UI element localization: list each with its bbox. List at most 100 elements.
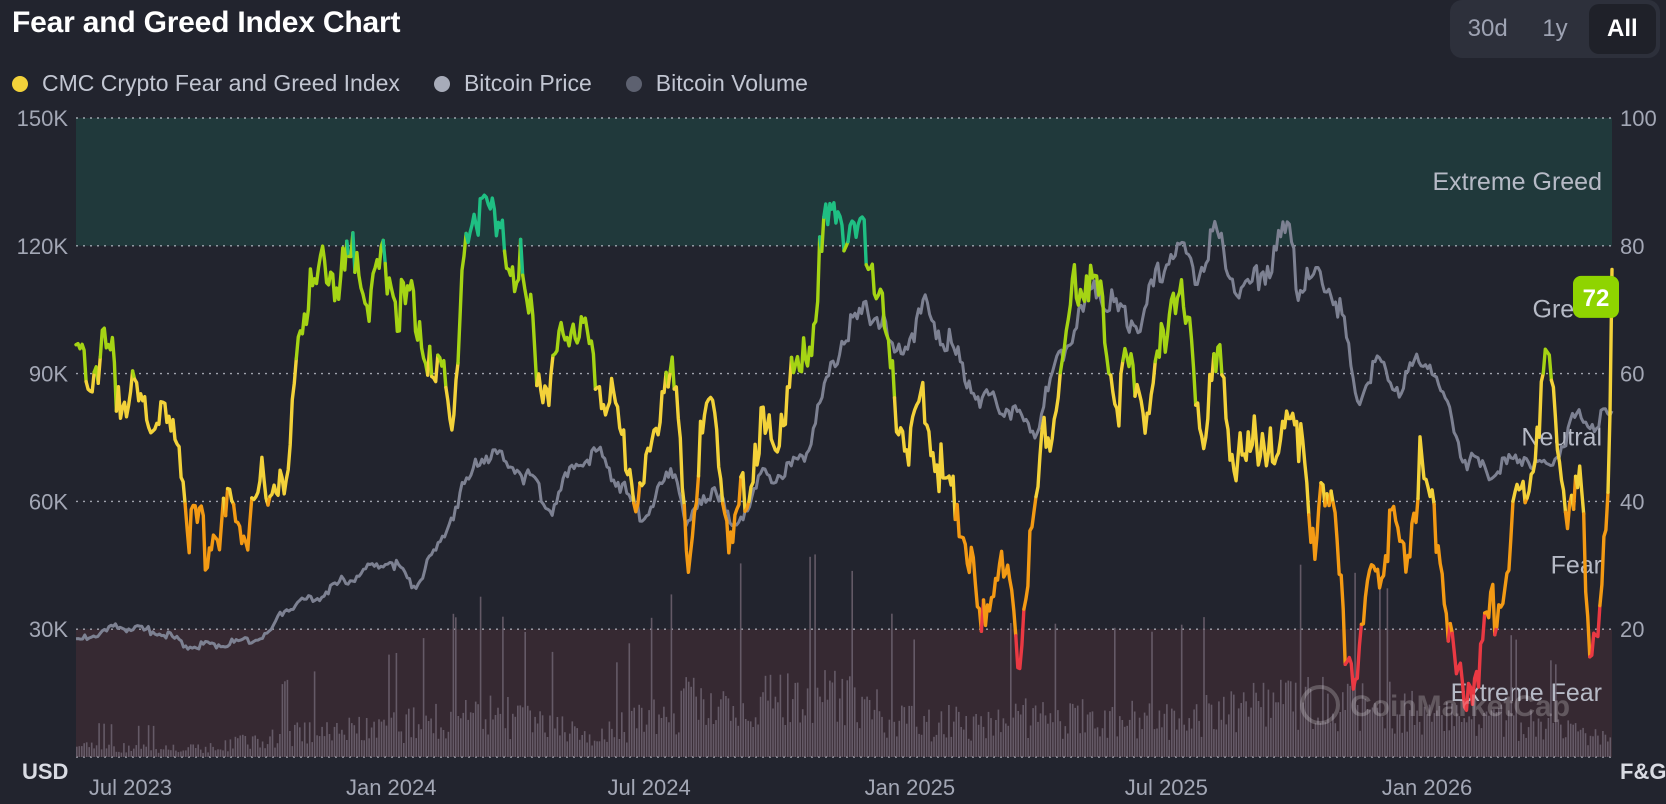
volume-bar	[157, 752, 160, 757]
volume-bar	[1136, 738, 1138, 757]
volume-bar	[687, 681, 690, 757]
left-axis-unit: USD	[22, 759, 68, 784]
volume-bar	[1478, 724, 1480, 757]
volume-bar	[1480, 728, 1483, 757]
volume-bar	[819, 696, 821, 757]
volume-bar	[353, 725, 356, 757]
volume-bar	[569, 733, 571, 757]
volume-bar	[358, 716, 360, 757]
volume-bar	[155, 749, 157, 757]
volume-bar	[1081, 699, 1084, 757]
volume-bar	[1545, 728, 1547, 757]
volume-bar	[1294, 682, 1297, 757]
volume-bar	[1495, 712, 1498, 757]
fear-greed-segment	[822, 201, 846, 253]
volume-bar	[88, 747, 90, 757]
volume-bar	[1398, 714, 1401, 757]
legend-item-fear-greed[interactable]: CMC Crypto Fear and Greed Index	[12, 70, 400, 97]
volume-bar	[281, 684, 284, 757]
volume-bar	[133, 748, 135, 757]
volume-bar	[177, 752, 180, 757]
fear-greed-segment	[132, 377, 187, 506]
volume-bar	[635, 728, 638, 757]
volume-bar	[630, 710, 633, 757]
legend-item-bitcoin-volume[interactable]: Bitcoin Volume	[625, 70, 808, 97]
volume-bar	[246, 744, 249, 757]
legend-label: CMC Crypto Fear and Greed Index	[42, 70, 400, 96]
volume-bar	[1473, 694, 1475, 757]
range-all-button[interactable]: All	[1588, 4, 1656, 54]
volume-bar	[447, 731, 450, 757]
volume-bar	[1460, 722, 1463, 757]
range-30d-button[interactable]: 30d	[1467, 15, 1508, 42]
volume-bar	[95, 745, 98, 757]
volume-bar	[452, 613, 455, 757]
volume-bar	[150, 750, 152, 757]
volume-bar	[113, 746, 115, 757]
volume-bar	[435, 703, 437, 757]
volume-bar	[224, 740, 227, 757]
current-value-label: 72	[1583, 285, 1610, 312]
legend-label: Bitcoin Volume	[655, 70, 808, 96]
fear-greed-segment	[1582, 512, 1592, 659]
volume-bar	[1562, 738, 1565, 757]
volume-bar	[450, 711, 452, 757]
zone-label-fear: Fear	[1551, 551, 1602, 579]
fear-greed-segment	[666, 369, 672, 389]
volume-bar	[1133, 711, 1136, 757]
volume-bar	[1270, 717, 1272, 757]
volume-bar	[76, 746, 78, 757]
volume-bar	[1307, 677, 1309, 757]
volume-bar	[613, 737, 616, 757]
volume-bar	[1458, 716, 1460, 757]
volume-bar	[259, 747, 261, 757]
volume-bar	[997, 709, 1000, 757]
volume-bar	[1408, 710, 1411, 757]
volume-bar	[1084, 732, 1086, 757]
volume-bar	[1267, 689, 1270, 757]
range-1y-button[interactable]: 1y	[1542, 15, 1568, 42]
volume-bar	[1512, 715, 1515, 757]
left-axis-tick-label: 120K	[17, 234, 69, 259]
volume-bar	[393, 712, 395, 757]
volume-bar	[1141, 729, 1143, 757]
volume-bar	[209, 743, 212, 757]
volume-bar	[1205, 695, 1208, 757]
volume-bar	[1220, 719, 1223, 757]
volume-bar	[1198, 720, 1200, 757]
volume-bar	[1322, 676, 1324, 757]
volume-bar	[871, 719, 873, 757]
volume-bar	[1210, 704, 1213, 757]
volume-bar	[1319, 722, 1322, 757]
volume-bar	[1488, 715, 1490, 757]
volume-bar	[801, 709, 804, 757]
volume-bar	[782, 717, 784, 757]
volume-bar	[1423, 706, 1426, 757]
volume-bar	[618, 739, 621, 757]
volume-bar	[1067, 733, 1069, 757]
volume-bar	[489, 695, 492, 757]
volume-bar	[596, 741, 598, 757]
volume-bar	[1448, 730, 1451, 757]
volume-bar	[477, 704, 479, 757]
volume-bar	[343, 734, 346, 757]
volume-bar	[1564, 737, 1567, 757]
volume-bar	[621, 712, 623, 757]
fear-greed-segment	[1220, 373, 1311, 517]
volume-bar	[1017, 711, 1019, 757]
volume-bar	[286, 679, 289, 757]
volume-bar	[341, 729, 343, 757]
volume-bar	[588, 734, 591, 757]
x-axis-tick-label: Jul 2023	[89, 775, 172, 800]
fear-greed-segment	[98, 326, 119, 413]
volume-bar	[123, 743, 125, 757]
volume-bar	[1176, 729, 1178, 757]
volume-bar	[1225, 724, 1228, 757]
volume-bar	[1173, 710, 1176, 757]
volume-bar	[1394, 733, 1396, 757]
legend-item-bitcoin-price[interactable]: Bitcoin Price	[433, 70, 592, 97]
volume-bar	[685, 677, 687, 757]
fear-greed-segment	[846, 215, 868, 267]
x-axis-tick-label: Jul 2024	[608, 775, 691, 800]
